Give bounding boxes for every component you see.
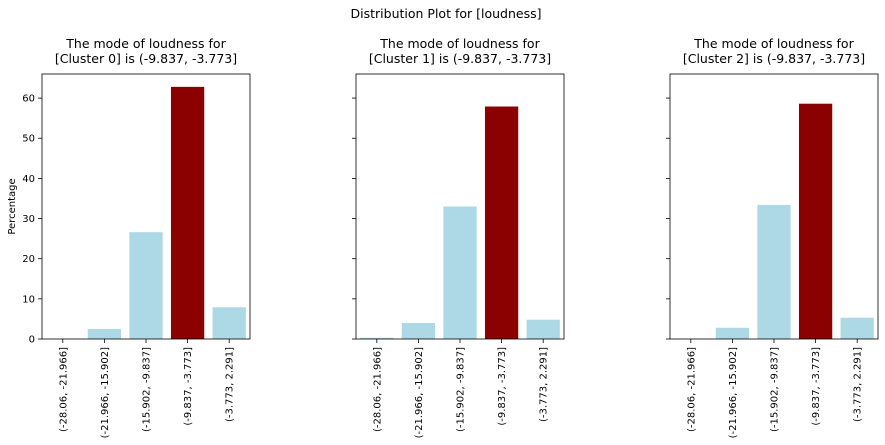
- bar: [170, 86, 205, 339]
- x-tick-label: (-3.773, 2.291]: [539, 347, 550, 422]
- x-tick-label: (-3.773, 2.291]: [853, 347, 864, 422]
- bar: [840, 317, 874, 339]
- chart-panel-0: The mode of loudness for[Cluster 0] is (…: [7, 36, 251, 438]
- panel-title-line2: [Cluster 2] is (-9.837, -3.773]: [683, 51, 865, 66]
- y-tick-label: 50: [22, 134, 35, 145]
- x-tick-label: (-28.06, -21.966]: [686, 347, 697, 432]
- panel-title-line1: The mode of loudness for: [379, 36, 540, 51]
- bar: [360, 337, 394, 339]
- bar: [526, 319, 560, 339]
- chart-panel-1: The mode of loudness for[Cluster 1] is (…: [352, 36, 565, 438]
- chart-panel-2: The mode of loudness for[Cluster 2] is (…: [666, 36, 879, 438]
- bar: [757, 204, 791, 339]
- panel-title-line2: [Cluster 0] is (-9.837, -3.773]: [55, 51, 237, 66]
- y-tick-label: 60: [22, 94, 35, 105]
- bar: [212, 307, 246, 339]
- x-tick-label: (-21.966, -15.902]: [100, 347, 111, 438]
- bar: [798, 103, 833, 340]
- x-tick-label: (-9.837, -3.773]: [183, 347, 194, 426]
- x-tick-label: (-21.966, -15.902]: [414, 347, 425, 438]
- bar: [87, 328, 122, 339]
- x-tick-label: (-15.902, -9.837]: [456, 347, 467, 432]
- x-tick-label: (-9.837, -3.773]: [497, 347, 508, 426]
- bar: [129, 232, 163, 339]
- y-axis-label: Percentage: [7, 178, 18, 234]
- panel-title-line1: The mode of loudness for: [65, 36, 226, 51]
- y-tick-label: 0: [29, 335, 35, 346]
- x-tick-label: (-28.06, -21.966]: [58, 347, 69, 432]
- y-tick-label: 20: [22, 254, 35, 265]
- y-tick-label: 10: [22, 294, 35, 305]
- y-tick-label: 40: [22, 174, 35, 185]
- bar: [401, 322, 436, 339]
- y-tick-label: 30: [22, 214, 35, 225]
- figure-title: Distribution Plot for [loudness]: [351, 6, 542, 21]
- panel-title-line2: [Cluster 1] is (-9.837, -3.773]: [369, 51, 551, 66]
- panel-title-line1: The mode of loudness for: [693, 36, 854, 51]
- x-tick-label: (-9.837, -3.773]: [811, 347, 822, 426]
- x-tick-label: (-15.902, -9.837]: [770, 347, 781, 432]
- x-tick-label: (-21.966, -15.902]: [728, 347, 739, 438]
- x-tick-label: (-28.06, -21.966]: [372, 347, 383, 432]
- bar: [443, 206, 477, 339]
- x-tick-label: (-15.902, -9.837]: [142, 347, 153, 432]
- chart-panels: The mode of loudness for[Cluster 0] is (…: [7, 36, 879, 438]
- x-tick-label: (-3.773, 2.291]: [225, 347, 236, 422]
- bar: [484, 106, 519, 340]
- bar: [715, 327, 750, 339]
